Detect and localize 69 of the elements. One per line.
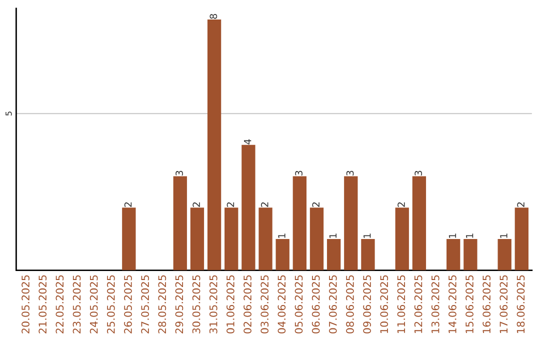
data-label: 2 [124,202,132,207]
data-label: 1 [364,234,371,238]
data-label: 2 [312,202,320,207]
x-tick-label: 11.06.2025 [397,275,406,333]
data-label: 1 [278,234,286,238]
data-label: 1 [329,234,336,238]
x-tick-label: 25.05.2025 [106,275,115,334]
data-label: 3 [346,170,354,176]
bar [326,238,341,270]
x-tick-label: 23.05.2025 [72,275,81,334]
x-tick-label: 13.06.2025 [431,275,440,333]
data-label: 2 [398,202,405,207]
bar [395,208,409,270]
x-tick-label: 01.06.2025 [226,275,234,334]
x-tick-label: 20.05.2025 [22,275,30,334]
x-tick-label: 06.06.2025 [312,275,320,334]
bar [292,176,306,270]
x-tick-label: 03.06.2025 [260,275,269,334]
x-tick-label: 05.06.2025 [294,275,303,334]
bar [464,238,478,270]
bar [122,208,136,270]
data-label: 1 [448,234,456,238]
bar [446,238,460,270]
bar [242,144,256,270]
x-tick-label: 15.06.2025 [466,275,474,333]
x-tick-label: 21.05.2025 [38,275,47,334]
bar [190,208,204,270]
x-tick-label: 24.05.2025 [90,275,98,334]
bar [514,208,528,270]
data-label: 3 [414,170,422,176]
data-label: 3 [295,170,302,176]
bar [310,208,324,270]
x-tick-label: 09.06.2025 [363,275,371,334]
x-tick-label: 07.06.2025 [328,275,337,334]
x-tick-label: 31.05.2025 [209,275,218,334]
data-label: 1 [500,234,508,238]
data-label: 1 [466,234,474,238]
data-label: 2 [260,202,268,207]
data-label: 2 [517,202,524,207]
x-tick-label: 12.06.2025 [414,275,422,333]
bar [344,176,358,270]
bar [276,238,290,270]
data-label: 8 [210,14,218,19]
bar [258,208,272,270]
x-tick-label: 08.06.2025 [346,275,354,334]
x-tick-label: 04.06.2025 [278,275,286,334]
x-tick-label: 16.06.2025 [482,275,491,333]
x-tick-label: 26.05.2025 [124,275,132,334]
bar [207,19,222,270]
data-label: 4 [244,139,252,144]
bar [498,238,512,270]
x-tick-label: 29.05.2025 [175,275,184,334]
bar [412,176,426,270]
data-label: 2 [192,202,200,207]
data-label: 2 [226,202,234,207]
x-tick-label: 18.06.2025 [516,275,525,333]
x-tick-label: 22.05.2025 [56,275,64,334]
bar [361,238,375,270]
x-tick-label: 28.05.2025 [158,275,166,334]
x-tick-label: 17.06.2025 [500,275,508,333]
y-tick-label: 5 [6,112,12,116]
x-tick-label: 10.06.2025 [380,275,388,333]
bar [224,208,238,270]
data-label: 3 [176,170,183,176]
x-tick-label: 30.05.2025 [192,275,200,334]
x-tick-label: 14.06.2025 [448,275,456,333]
x-tick-label: 27.05.2025 [141,275,149,334]
bar [173,176,187,270]
x-tick-label: 02.06.2025 [244,275,252,334]
